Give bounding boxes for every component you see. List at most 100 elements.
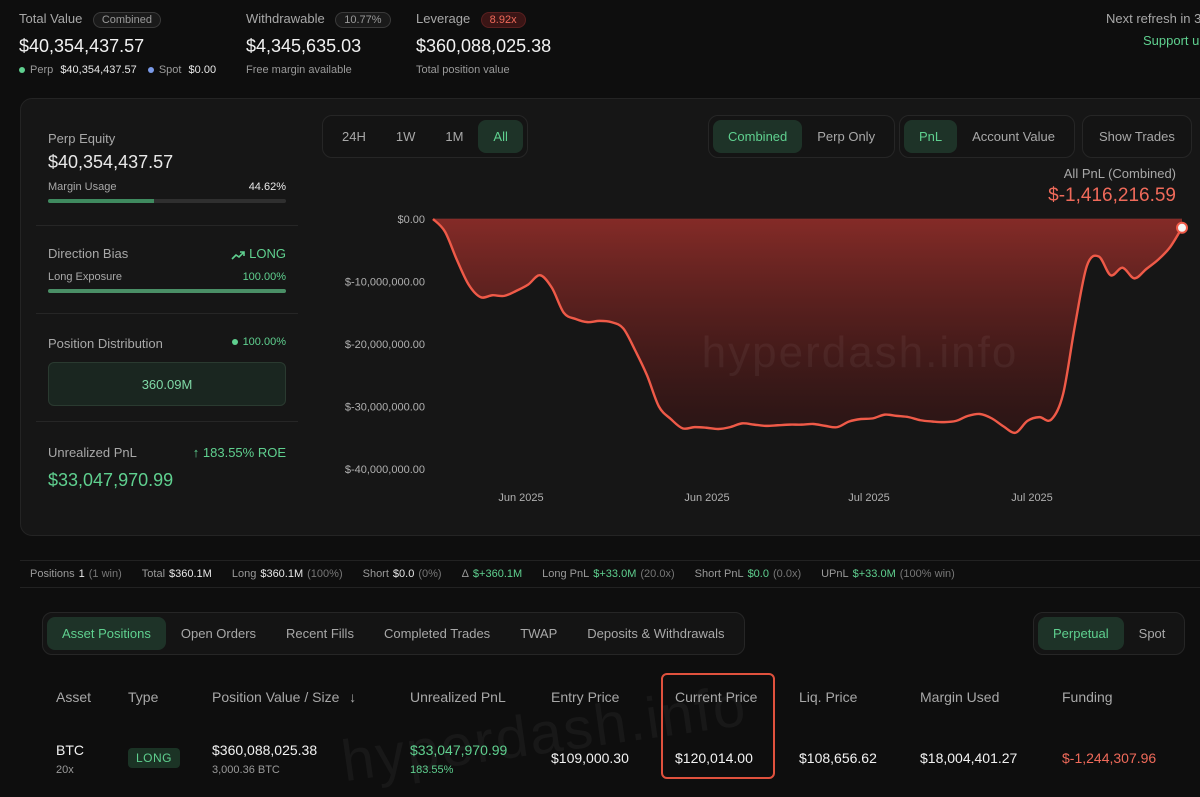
margin-usage-label: Margin Usage xyxy=(48,181,117,193)
header-position-value[interactable]: Position Value / Size ↓ xyxy=(212,689,356,705)
header-asset[interactable]: Asset xyxy=(56,689,92,705)
tab-open-orders[interactable]: Open Orders xyxy=(180,626,257,641)
x-tick-label: Jul 2025 xyxy=(848,492,890,504)
show-trades-button[interactable]: Show Trades xyxy=(1099,129,1175,144)
range-all[interactable]: All xyxy=(478,120,523,153)
total-stat-value: $360.1M xyxy=(169,568,212,580)
long-exposure-value: 100.00% xyxy=(242,271,286,283)
tab-recent-fills[interactable]: Recent Fills xyxy=(286,626,354,641)
tab-twap[interactable]: TWAP xyxy=(520,626,558,641)
positions-stats-bar: Positions 1 (1 win) Total $360.1M Long $… xyxy=(20,560,1200,588)
scope-perp-only[interactable]: Perp Only xyxy=(817,129,876,144)
header-current-price[interactable]: Current Price xyxy=(675,689,758,705)
tab-spot[interactable]: Spot xyxy=(1138,626,1166,641)
short-pnl-x: (0.0x) xyxy=(772,568,802,580)
row-unrealized-pnl: $33,047,970.99 xyxy=(410,742,508,758)
upnl-win: (100% win) xyxy=(899,568,955,580)
position-distribution-block: Position Distribution 100.00% 360.09M xyxy=(48,336,286,406)
row-position-value: $360,088,025.38 xyxy=(212,742,318,758)
range-1w[interactable]: 1W xyxy=(395,129,416,144)
direction-bias-block: Direction Bias LONG Long Exposure 100.00… xyxy=(48,246,286,293)
row-funding: $-1,244,307.96 xyxy=(1062,750,1157,766)
positions-win: (1 win) xyxy=(88,568,122,580)
header-liq-price[interactable]: Liq. Price xyxy=(799,689,858,705)
row-size: 3,000.36 BTC xyxy=(212,764,280,776)
y-tick-label: $-40,000,000.00 xyxy=(345,464,425,476)
tab-completed-trades[interactable]: Completed Trades xyxy=(383,626,491,641)
perp-value: $40,354,437.57 xyxy=(60,64,137,76)
range-24h[interactable]: 24H xyxy=(342,129,366,144)
y-tick-label: $-20,000,000.00 xyxy=(345,339,425,351)
spot-value: $0.00 xyxy=(188,64,217,76)
header-funding[interactable]: Funding xyxy=(1062,689,1113,705)
header-position-value-label: Position Value / Size xyxy=(212,689,340,705)
long-pnl-value: $+33.0M xyxy=(593,568,637,580)
leverage-card: Leverage 8.92x $360,088,025.38 Total pos… xyxy=(416,10,551,76)
short-label: Short xyxy=(362,568,389,580)
range-1m[interactable]: 1M xyxy=(445,129,464,144)
spot-label: Spot xyxy=(158,64,182,76)
total-value-label: Total Value xyxy=(19,11,83,26)
margin-usage-value: 44.62% xyxy=(248,181,286,193)
perp-equity-block: Perp Equity $40,354,437.57 Margin Usage … xyxy=(48,131,286,203)
tab-deposits-withdrawals[interactable]: Deposits & Withdrawals xyxy=(587,626,725,641)
header-entry-price[interactable]: Entry Price xyxy=(551,689,620,705)
upnl-label: UPnL xyxy=(821,568,849,580)
delta-label: Δ xyxy=(461,568,469,580)
upnl-value: $+33.0M xyxy=(852,568,896,580)
short-pnl-label: Short PnL xyxy=(694,568,744,580)
perp-label: Perp xyxy=(30,64,54,76)
pnl-line xyxy=(432,218,1184,435)
row-current-price: $120,014.00 xyxy=(675,750,753,766)
show-trades-toggle: Show Trades xyxy=(1082,115,1192,158)
watermark: hyperdash.info xyxy=(702,328,1019,377)
long-pct: (100%) xyxy=(307,568,343,580)
support-link[interactable]: Support u xyxy=(1143,33,1200,48)
short-stat-value: $0.0 xyxy=(392,568,415,580)
header-margin-used[interactable]: Margin Used xyxy=(920,689,1000,705)
current-point-marker xyxy=(1176,221,1188,234)
header-unrealized-pnl[interactable]: Unrealized PnL xyxy=(410,689,506,705)
divider xyxy=(36,225,298,226)
row-pnl-pct: 183.55% xyxy=(410,764,454,776)
metric-pnl[interactable]: PnL xyxy=(904,120,958,153)
total-value-card: Total Value Combined $40,354,437.57 Perp… xyxy=(19,10,216,76)
perp-equity-label: Perp Equity xyxy=(48,131,116,146)
direction-bias-label: Direction Bias xyxy=(48,246,129,261)
y-tick-label: $0.00 xyxy=(397,214,425,226)
positions-tabs: Asset Positions Open Orders Recent Fills… xyxy=(42,612,745,655)
withdrawable-value: $4,345,635.03 xyxy=(246,36,362,56)
leverage-label: Leverage xyxy=(416,11,471,26)
pnl-area xyxy=(433,219,1182,433)
margin-usage-fill xyxy=(48,199,155,203)
header-type[interactable]: Type xyxy=(128,689,159,705)
trend-up-icon xyxy=(231,250,245,260)
metric-account-value[interactable]: Account Value xyxy=(972,129,1056,144)
pnl-chart[interactable]: $0.00 $-10,000,000.00 $-20,000,000.00 $-30,… xyxy=(320,205,1200,510)
long-pnl-x: (20.0x) xyxy=(640,568,675,580)
withdrawable-card: Withdrawable 10.77% $4,345,635.03 Free m… xyxy=(246,10,391,76)
tab-perpetual[interactable]: Perpetual xyxy=(1038,617,1124,650)
positions-value: 1 xyxy=(78,568,85,580)
long-exposure-label: Long Exposure xyxy=(48,271,122,283)
leverage-sub: Total position value xyxy=(416,64,510,76)
x-tick-label: Jun 2025 xyxy=(498,492,543,504)
spot-dot-icon xyxy=(147,67,154,74)
scope-combined[interactable]: Combined xyxy=(713,120,803,153)
tab-asset-positions[interactable]: Asset Positions xyxy=(47,617,166,650)
divider xyxy=(36,421,298,422)
short-pnl-value: $0.0 xyxy=(747,568,769,580)
positions-label: Positions xyxy=(30,568,75,580)
long-exposure-bar xyxy=(48,289,286,293)
market-tabs: Perpetual Spot xyxy=(1033,612,1186,655)
position-distribution-label: Position Distribution xyxy=(48,336,163,351)
withdrawable-label: Withdrawable xyxy=(246,11,325,26)
distribution-box[interactable]: 360.09M xyxy=(48,362,286,406)
total-value: $40,354,437.57 xyxy=(19,36,145,56)
leverage-value: $360,088,025.38 xyxy=(416,36,552,56)
direction-value: LONG xyxy=(249,246,286,261)
row-asset: BTC xyxy=(56,742,84,758)
y-tick-label: $-10,000,000.00 xyxy=(345,277,425,289)
x-tick-label: Jul 2025 xyxy=(1011,492,1053,504)
long-label: Long xyxy=(231,568,257,580)
